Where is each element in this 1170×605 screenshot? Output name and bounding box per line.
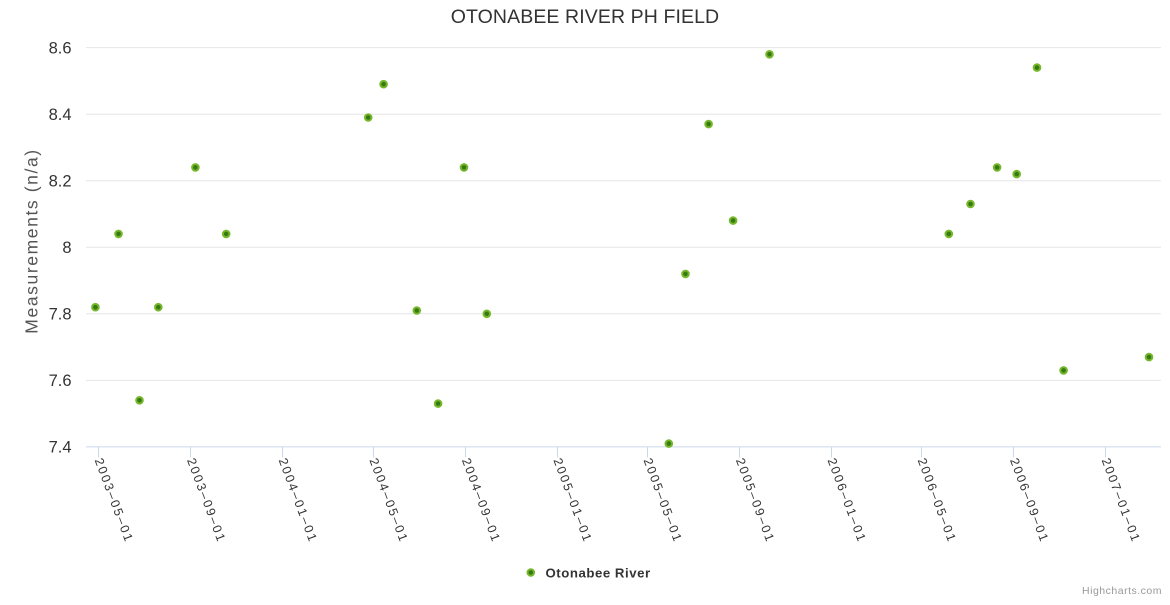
svg-text:OTONABEE RIVER PH FIELD: OTONABEE RIVER PH FIELD	[451, 6, 720, 28]
svg-text:8: 8	[62, 239, 71, 257]
svg-text:8.6: 8.6	[49, 40, 72, 58]
svg-text:7.8: 7.8	[49, 306, 72, 324]
svg-text:7.6: 7.6	[49, 372, 72, 390]
svg-text:7.4: 7.4	[49, 439, 72, 457]
svg-text:Otonabee River: Otonabee River	[546, 565, 651, 580]
svg-text:8.4: 8.4	[49, 106, 72, 124]
svg-text:Highcharts.com: Highcharts.com	[1082, 585, 1162, 597]
svg-text:Measurements (n/a): Measurements (n/a)	[22, 148, 42, 333]
svg-text:8.2: 8.2	[49, 173, 72, 191]
